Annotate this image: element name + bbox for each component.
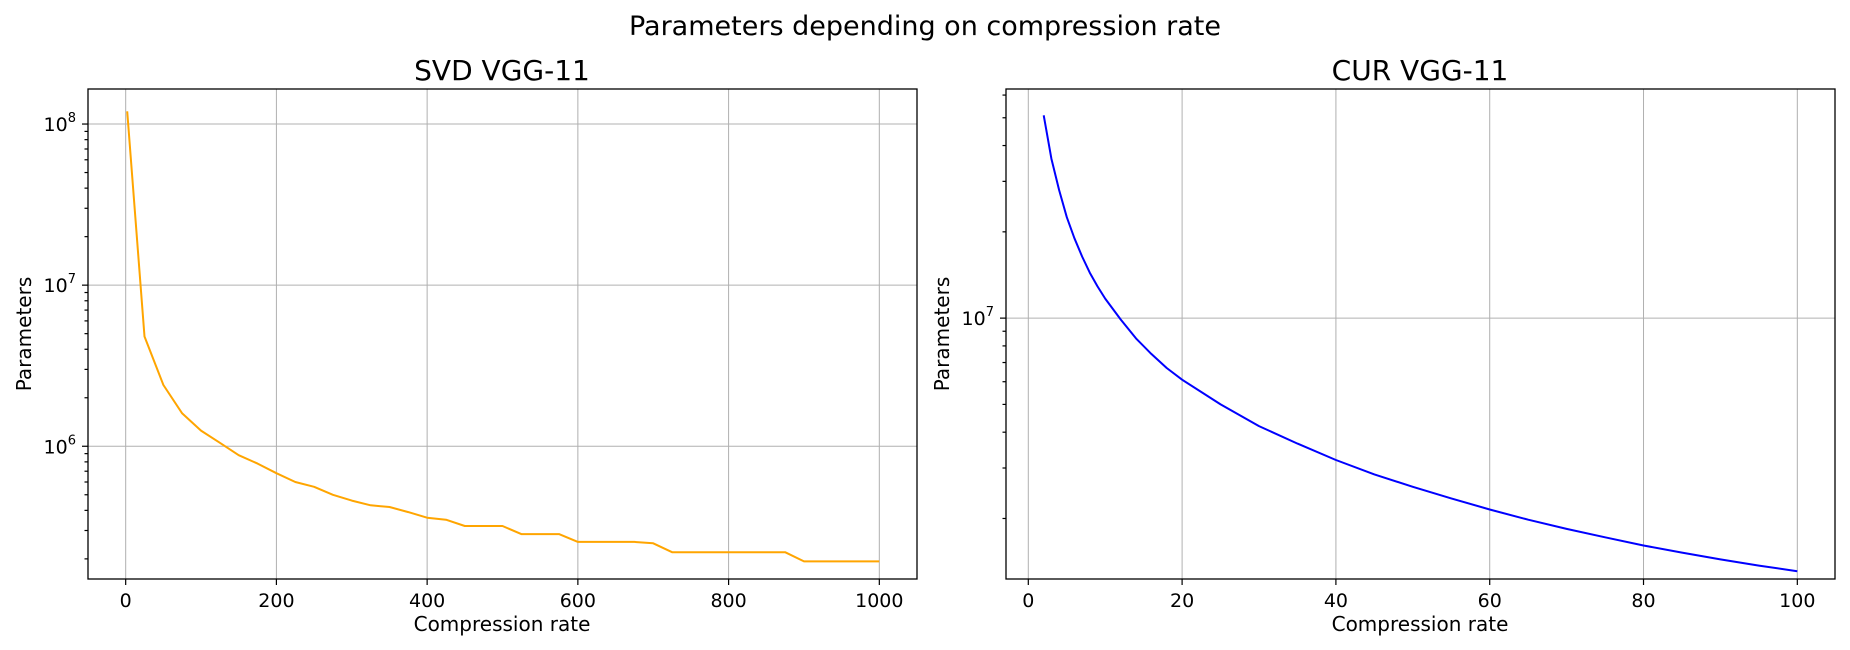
cur-panel: CUR VGG-11 0 20 40 60 80 100 107 Compression r… [930,54,1836,636]
x-tick-label: 20 [1170,590,1194,612]
figure-title: Parameters depending on compression rate [629,11,1221,42]
tick-marks [1000,94,1798,585]
plot-lines [1042,115,1798,573]
x-tick-label: 600 [560,590,596,612]
x-tick-label: 800 [710,590,746,612]
x-tick-label: 80 [1631,590,1655,612]
x-tick-label: 400 [409,590,445,612]
x-axis-label: Compression rate [414,612,591,636]
y-axis-label: Parameters [12,277,36,391]
series-line [1042,115,1798,573]
y-tick-label: 108 [44,111,76,136]
x-tick-label: 60 [1478,590,1502,612]
x-tick-label: 100 [1779,590,1815,612]
plot-frame [1005,88,1836,580]
svd-panel: SVD VGG-11 0 200 400 600 800 1000 106 107 108 Co… [12,54,918,636]
grid-lines [88,89,917,579]
y-tick-label: 107 [44,272,76,297]
x-tick-label: 0 [120,590,132,612]
x-tick-label: 200 [258,590,294,612]
grid-lines [1006,89,1835,579]
x-axis-label: Compression rate [1332,612,1509,636]
panel-title: CUR VGG-11 [1332,54,1509,87]
tick-labels: 0 200 400 600 800 1000 106 107 108 [44,111,904,612]
tick-marks [82,123,880,585]
tick-labels: 0 20 40 60 80 100 107 [962,305,1816,612]
x-tick-label: 1000 [855,590,903,612]
y-tick-label: 107 [962,305,994,330]
plot-lines [126,111,880,563]
x-tick-label: 40 [1324,590,1348,612]
series-line [126,111,880,563]
panel-title: SVD VGG-11 [414,54,590,87]
plot-frame [87,88,918,580]
y-tick-label: 106 [44,433,76,458]
x-tick-label: 0 [1022,590,1034,612]
y-axis-label: Parameters [930,277,954,391]
